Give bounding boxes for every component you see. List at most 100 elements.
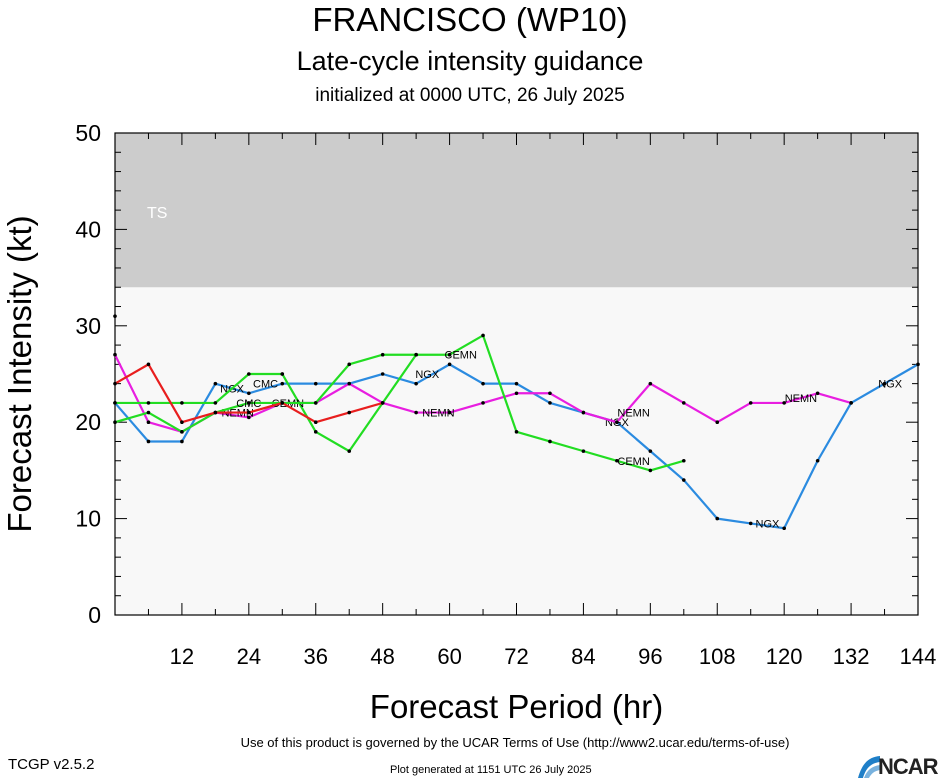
ncar-logo-text: NCAR	[878, 754, 939, 779]
data-point	[681, 401, 686, 405]
data-point	[414, 381, 418, 386]
data-point	[548, 391, 552, 396]
data-point	[581, 449, 586, 453]
x-tick-label: 120	[766, 644, 803, 669]
series-line	[114, 353, 417, 433]
data-point	[280, 381, 285, 386]
data-point	[146, 401, 151, 405]
data-point	[313, 430, 318, 434]
data-point	[113, 381, 117, 386]
data-point	[247, 410, 251, 415]
data-point	[113, 314, 117, 318]
data-point	[313, 401, 318, 405]
data-point	[247, 391, 251, 396]
chart-subtitle: Late-cycle intensity guidance	[296, 46, 644, 76]
data-point	[113, 420, 117, 425]
data-point	[347, 449, 352, 453]
x-tick-label: 12	[170, 644, 194, 669]
data-point	[715, 420, 720, 425]
data-point	[648, 449, 653, 453]
x-tick-label: 72	[504, 644, 528, 669]
series-inline-label: NEMN	[422, 408, 454, 420]
series-inline-label: NEMN	[785, 393, 817, 405]
data-point	[581, 410, 586, 415]
data-point	[280, 401, 285, 405]
series-inline-label: NGX	[878, 379, 903, 391]
x-tick-label: 96	[638, 644, 662, 669]
y-tick-label: 10	[75, 506, 101, 532]
data-point	[681, 478, 686, 482]
data-point	[146, 410, 151, 415]
x-tick-label: 144	[900, 644, 937, 669]
series-inline-label: CEMN	[617, 456, 649, 468]
chart-title: FRANCISCO (WP10)	[312, 1, 628, 38]
x-tick-label: 48	[370, 644, 394, 669]
data-point	[815, 458, 820, 463]
data-point	[247, 372, 251, 376]
ncar-logo: NCAR	[858, 754, 939, 780]
data-point	[347, 381, 352, 386]
y-axis-label: Forecast Intensity (kt)	[1, 215, 38, 532]
chart-init-time: initialized at 0000 UTC, 26 July 2025	[315, 85, 625, 106]
data-point	[514, 381, 519, 386]
data-point	[447, 410, 452, 415]
data-point	[882, 381, 887, 386]
data-point	[548, 439, 552, 444]
y-tick-label: 40	[75, 216, 101, 242]
ncar-swoosh-icon	[858, 756, 880, 778]
data-point	[113, 352, 117, 357]
data-point	[548, 401, 552, 405]
data-point	[782, 526, 786, 531]
y-tick-label: 20	[75, 409, 101, 435]
data-point	[615, 458, 619, 463]
series-cmc: CMC CMC	[113, 362, 385, 425]
data-point	[748, 521, 753, 526]
x-tick-label: 60	[437, 644, 461, 669]
data-point	[180, 439, 184, 444]
data-point	[715, 516, 720, 521]
data-point	[414, 410, 418, 415]
y-tick-label: 30	[75, 313, 101, 339]
x-tick-label: 108	[699, 644, 736, 669]
data-point	[380, 352, 385, 357]
data-point	[347, 362, 352, 367]
data-point	[748, 401, 753, 405]
data-point	[681, 458, 686, 463]
data-point	[514, 391, 519, 396]
data-point	[280, 372, 285, 376]
data-point	[146, 439, 151, 444]
terms-of-use: Use of this product is governed by the U…	[240, 735, 790, 750]
intensity-chart: TS 12 24 36 48 60 72 84 96 108 120 132 144 0 10 20 30 40 5…	[1, 120, 937, 725]
data-point	[782, 401, 786, 405]
data-point	[615, 420, 619, 425]
data-point	[347, 410, 352, 415]
data-point	[146, 362, 151, 367]
data-point	[916, 362, 920, 367]
version-label: TCGP v2.5.2	[8, 756, 95, 773]
data-point	[648, 468, 653, 473]
data-point	[180, 420, 184, 425]
y-tick-label: 50	[75, 120, 101, 146]
data-point	[180, 401, 184, 405]
data-point	[514, 430, 519, 434]
data-point	[146, 420, 151, 425]
data-point	[213, 381, 218, 386]
data-point	[481, 381, 485, 386]
x-tick-label: 84	[571, 644, 595, 669]
data-point	[481, 333, 485, 338]
y-tick-label: 0	[88, 602, 101, 628]
data-point	[380, 372, 385, 376]
series-inline-label: CMC	[253, 379, 278, 391]
data-point	[447, 352, 452, 357]
series-inline-label: CMC	[236, 398, 261, 410]
series-inline-label: CEMN	[445, 350, 477, 362]
data-point	[414, 352, 418, 357]
data-point	[313, 381, 318, 386]
data-point	[648, 381, 653, 386]
x-tick-label: 24	[237, 644, 261, 669]
x-tick-label: 36	[304, 644, 328, 669]
data-point	[481, 401, 485, 405]
x-axis-label: Forecast Period (hr)	[370, 688, 663, 725]
data-point	[213, 401, 218, 405]
data-point	[815, 391, 820, 396]
